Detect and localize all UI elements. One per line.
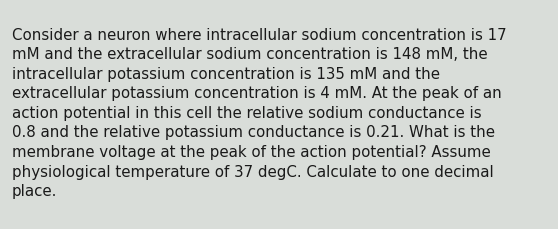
Text: Consider a neuron where intracellular sodium concentration is 17
mM and the extr: Consider a neuron where intracellular so… (12, 27, 507, 198)
